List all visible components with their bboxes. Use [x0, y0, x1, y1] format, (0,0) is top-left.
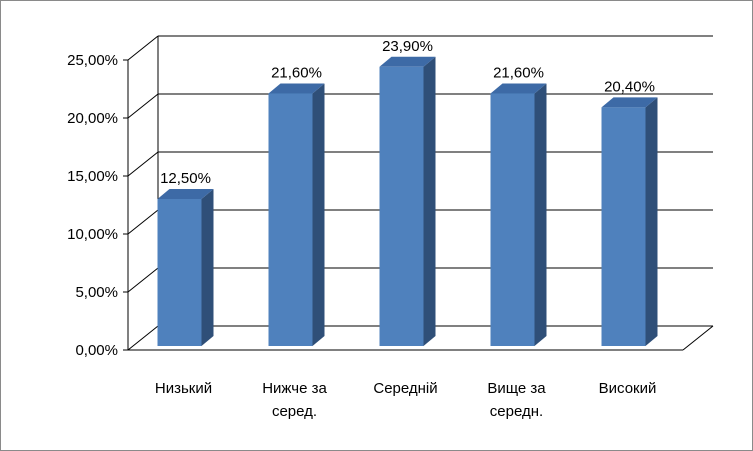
data-label: 12,50%: [160, 170, 211, 187]
y-tick-label: 25,00%: [67, 52, 118, 69]
gridline-diagonal: [127, 267, 159, 293]
x-tick-label: Вище за середн.: [487, 380, 546, 420]
y-tick-label: 20,00%: [67, 110, 118, 127]
x-tick-label: Високий: [599, 380, 657, 397]
data-label: 21,60%: [271, 64, 322, 81]
bar: [157, 199, 202, 346]
x-axis-labels: Низький Нижче за серед. Середній Вище за сере…: [155, 380, 656, 420]
y-axis-ticks: 0,00% 5,00% 10,00% 15,00% 20,00% 25,00%: [67, 52, 128, 359]
bar-top: [601, 97, 658, 108]
bar-top: [157, 189, 214, 199]
floor-right-edge: [682, 325, 714, 351]
x-tick-label: Середній: [373, 380, 437, 397]
bar: [379, 66, 424, 346]
data-label: 21,60%: [493, 64, 544, 81]
bar-side: [312, 83, 325, 346]
y-tick-label: 5,00%: [75, 284, 118, 301]
y-tick-label: 15,00%: [67, 168, 118, 185]
bar-side: [645, 97, 658, 346]
y-tick-label: 0,00%: [75, 342, 118, 359]
bar-top: [490, 83, 547, 94]
bar-side: [201, 189, 214, 346]
bar-top: [268, 83, 325, 94]
data-labels: 12,50% 21,60% 23,90% 21,60% 20,40%: [160, 38, 655, 187]
y-tick-label: 10,00%: [67, 226, 118, 243]
gridline-diagonal: [127, 325, 159, 351]
gridline-diagonal: [127, 209, 159, 235]
data-label: 23,90%: [382, 38, 433, 55]
gridline-diagonal: [127, 151, 159, 177]
bar-side: [423, 56, 436, 346]
bar: [601, 107, 646, 346]
gridline-diagonal: [127, 93, 159, 119]
x-tick-label: Низький: [155, 380, 212, 397]
gridline-diagonal: [127, 35, 159, 61]
bar-side: [534, 83, 547, 346]
bar-top: [379, 56, 436, 67]
bars: [157, 56, 658, 346]
x-tick-label: Нижче за серед.: [262, 380, 327, 420]
bar: [490, 93, 535, 346]
bar: [268, 93, 313, 346]
data-label: 20,40%: [604, 78, 655, 95]
